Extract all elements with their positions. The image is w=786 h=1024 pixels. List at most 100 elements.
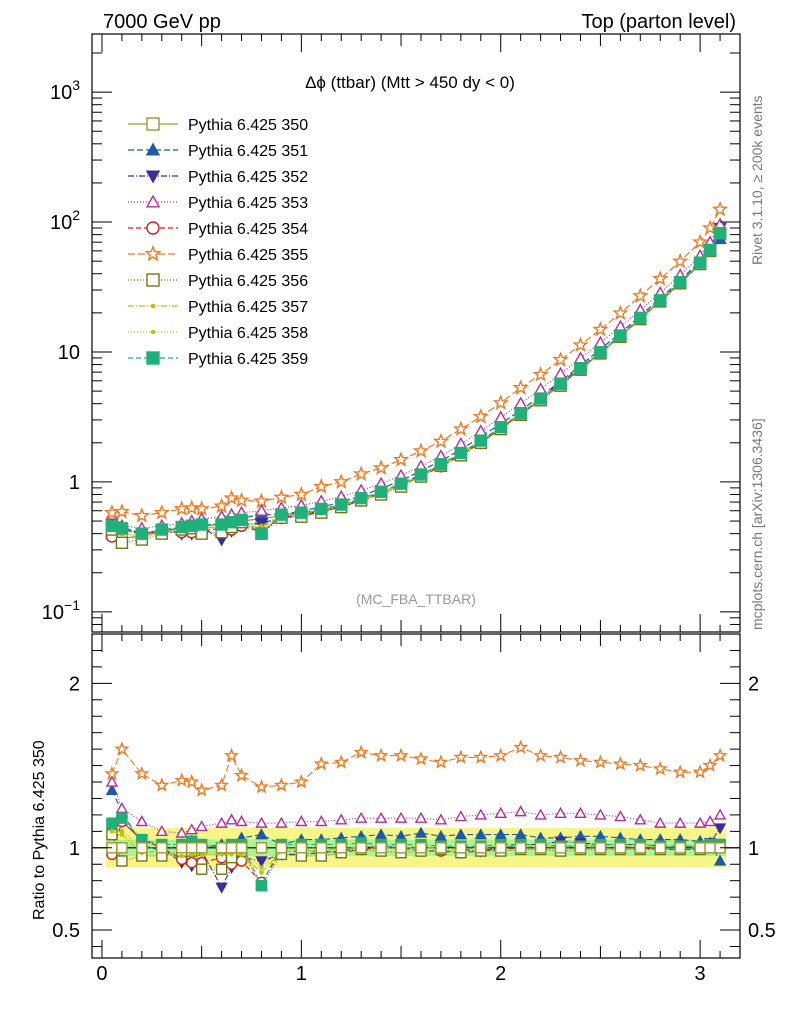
legend-marker: [146, 273, 160, 287]
ratio-data-point: [184, 774, 200, 789]
main-series-10: [105, 227, 727, 540]
main-data-point: [253, 492, 270, 509]
main-data-point: [574, 362, 587, 375]
main-data-point: [313, 477, 330, 494]
ratio-data-point: [474, 828, 487, 840]
ratio-data-point: [394, 811, 408, 823]
legend-marker: [146, 117, 160, 131]
ratio-data-point: [104, 765, 120, 781]
chart-watermark: (MC_FBA_TTBAR): [356, 591, 476, 607]
ratio-data-point: [713, 854, 727, 866]
ratio-data-point: [475, 842, 487, 854]
ratio-data-point: [333, 754, 349, 769]
ratio-data-point: [654, 816, 667, 828]
ratio-series-5: [104, 739, 728, 797]
ratio-data-point: [713, 808, 727, 820]
ratio-data-point: [414, 811, 428, 823]
ratio-data-point: [315, 815, 328, 827]
ratio-data-point: [156, 842, 168, 854]
main-data-point: [394, 477, 408, 490]
main-data-point: [315, 502, 328, 516]
main-data-point: [254, 503, 269, 516]
ratio-data-point: [255, 879, 268, 892]
ratio-data-point: [116, 842, 128, 854]
y-tick-label: 102: [50, 207, 80, 234]
legend-entry-7: Pythia 6.425 356: [128, 273, 308, 290]
main-data-point: [703, 243, 717, 257]
main-data-point: [255, 527, 268, 540]
ratio-data-point: [259, 865, 264, 870]
ratio-data-point: [253, 778, 270, 794]
main-data-point: [193, 500, 210, 516]
ratio-data-point: [713, 823, 727, 835]
ratio-series-3: [105, 775, 727, 838]
main-data-point: [512, 379, 529, 395]
ratio-data-point: [179, 853, 185, 859]
ratio-data-point: [692, 764, 708, 779]
ratio-y-tick-label: 1: [69, 838, 80, 860]
ratio-data-point: [414, 826, 428, 838]
ratio-data-point: [175, 826, 188, 838]
ratio-data-point: [154, 777, 170, 792]
main-plot-frame: [91, 33, 741, 633]
ratio-data-point: [554, 842, 567, 854]
ratio-data-point: [116, 812, 128, 824]
ratio-data-point: [354, 811, 368, 823]
ratio-data-point: [255, 828, 268, 840]
main-data-point: [115, 536, 129, 550]
header-right: Top (parton level): [581, 11, 736, 33]
main-data-point: [223, 489, 240, 506]
legend-marker: [146, 221, 160, 235]
ratio-data-point: [374, 828, 388, 840]
main-data-point: [352, 465, 370, 482]
ratio-data-point: [413, 751, 429, 766]
ratio-data-point: [106, 817, 118, 829]
x-tick-label: 2: [495, 963, 506, 985]
main-data-point: [374, 485, 388, 498]
main-data-point: [474, 434, 487, 447]
main-data-point: [634, 311, 647, 325]
ratio-data-point: [259, 870, 264, 875]
x-tick-label: 0: [96, 963, 107, 985]
legend-label: Pythia 6.425 357: [188, 299, 308, 316]
ratio-data-point: [235, 842, 248, 854]
main-data-point: [654, 294, 667, 307]
ratio-data-point: [654, 842, 666, 854]
ratio-data-point: [574, 842, 587, 854]
main-data-point: [713, 227, 727, 240]
ratio-data-point: [495, 842, 507, 854]
legend-label: Pythia 6.425 356: [188, 273, 308, 290]
ratio-data-point: [592, 754, 609, 769]
ratio-y-tick-label: 2: [69, 673, 80, 695]
ratio-data-point: [255, 842, 268, 854]
ratio-data-point: [674, 842, 686, 854]
legend-marker: [146, 351, 160, 365]
ratio-data-point: [634, 842, 647, 854]
legend-entry-8: Pythia 6.425 357: [128, 299, 308, 316]
legend-label: Pythia 6.425 358: [188, 325, 308, 342]
ratio-data-point: [315, 842, 327, 854]
ratio-data-point: [215, 863, 228, 875]
main-series-4: [105, 217, 727, 534]
ratio-data-point: [275, 842, 288, 854]
ratio-data-point: [574, 806, 587, 818]
main-data-point: [135, 527, 149, 540]
main-data-point: [711, 200, 729, 217]
chart-title: Δϕ (ttbar) (Mtt > 450 dy < 0): [305, 73, 515, 92]
ratio-data-point: [295, 842, 308, 854]
legend-entry-9: Pythia 6.425 358: [128, 325, 308, 342]
ratio-data-point: [693, 816, 707, 828]
main-data-point: [492, 394, 509, 410]
legend-entry-10: Pythia 6.425 359: [128, 351, 308, 368]
ratio-data-point: [702, 757, 718, 772]
ratio-data-point: [185, 823, 198, 835]
main-data-point: [691, 233, 709, 250]
ratio-data-point: [355, 842, 367, 854]
ratio-data-point: [375, 842, 387, 854]
ratio-data-point: [215, 842, 228, 854]
ratio-y-tick-label: 0.5: [52, 920, 80, 942]
ratio-data-point: [195, 863, 208, 875]
x-tick-label: 1: [296, 963, 307, 985]
main-series-6: [103, 200, 729, 523]
